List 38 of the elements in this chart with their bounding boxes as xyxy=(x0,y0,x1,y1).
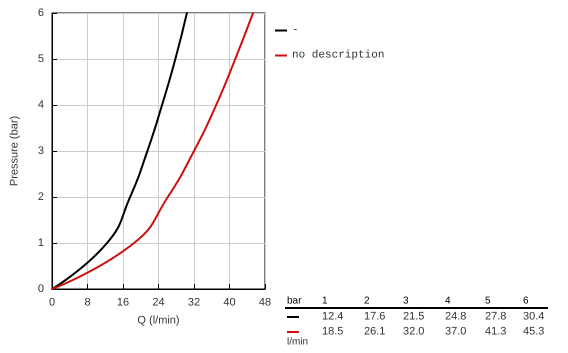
y-tick-label: 1 xyxy=(38,237,44,249)
y-tick-label: 0 xyxy=(38,283,44,295)
y-tick-label: 3 xyxy=(38,145,44,157)
text: 3 xyxy=(403,296,409,306)
text: 27.8 xyxy=(485,310,506,322)
y-tick-label: 5 xyxy=(38,53,44,65)
x-tick-label: 40 xyxy=(223,296,236,308)
x-tick-label: 24 xyxy=(152,296,165,308)
text: 2 xyxy=(364,296,370,306)
text: 1 xyxy=(322,296,328,306)
y-tick-label: 6 xyxy=(38,7,44,19)
text: 18.5 xyxy=(322,326,344,338)
text: 17.6 xyxy=(364,310,386,322)
text: 24.8 xyxy=(445,310,466,322)
x-axis-title: Q (l/min) xyxy=(137,314,180,326)
text: 4 xyxy=(445,296,451,306)
y-tick-label: 4 xyxy=(38,99,44,111)
x-tick-label: 0 xyxy=(48,296,56,308)
text: 45.3 xyxy=(523,326,544,338)
text: 37.0 xyxy=(445,326,466,338)
x-tick-label: 32 xyxy=(188,296,200,308)
text: l/min xyxy=(287,336,308,348)
y-tick-label: 2 xyxy=(38,191,44,203)
text: 12.4 xyxy=(322,310,344,322)
text: 21.5 xyxy=(403,310,424,322)
x-tick-label: 48 xyxy=(258,296,272,308)
text: 26.1 xyxy=(364,326,386,338)
text: 6 xyxy=(523,296,529,306)
text: bar xyxy=(287,296,302,306)
x-tick-label: 8 xyxy=(84,296,91,308)
text: 32.0 xyxy=(403,326,424,338)
legend-label: - xyxy=(292,24,299,36)
text: 5 xyxy=(485,296,491,306)
text: 30.4 xyxy=(523,310,544,322)
text: 41.3 xyxy=(485,326,506,338)
x-tick-label: 16 xyxy=(116,296,130,308)
y-axis-title: Pressure (bar) xyxy=(8,116,20,186)
legend-label: no description xyxy=(292,50,384,62)
